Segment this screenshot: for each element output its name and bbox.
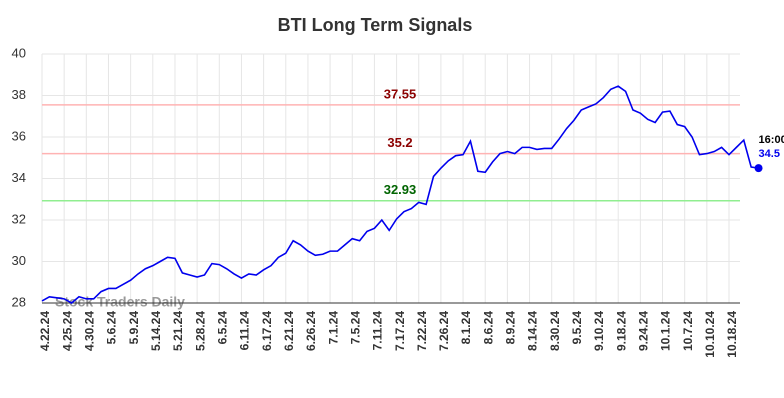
x-tick-label: 10.10.24 (703, 311, 717, 358)
x-tick-label: 5.28.24 (193, 311, 207, 351)
x-tick-label: 8.1.24 (459, 311, 473, 345)
x-tick-label: 8.6.24 (481, 311, 495, 345)
x-tick-label: 7.17.24 (393, 311, 407, 351)
x-tick-label: 7.22.24 (415, 311, 429, 351)
x-tick-label: 9.5.24 (570, 311, 584, 345)
x-tick-label: 7.11.24 (371, 311, 385, 351)
x-tick-label: 5.9.24 (127, 311, 141, 345)
x-tick-label: 8.9.24 (504, 311, 518, 345)
price-line (41, 85, 759, 304)
x-tick-label: 4.25.24 (60, 311, 74, 351)
x-tick-label: 10.18.24 (725, 311, 739, 358)
y-tick-label: 34 (12, 170, 26, 185)
x-tick-label: 4.22.24 (38, 311, 52, 351)
last-point (754, 164, 763, 173)
x-tick-label: 7.1.24 (326, 311, 340, 345)
x-tick-label: 8.30.24 (548, 311, 562, 351)
y-tick-label: 32 (12, 211, 26, 226)
x-tick-label: 6.11.24 (238, 311, 252, 351)
y-tick-label: 36 (12, 128, 26, 143)
x-tick-label: 10.1.24 (659, 311, 673, 351)
signal-label: 32.93 (384, 182, 417, 197)
x-tick-label: 10.7.24 (681, 311, 695, 351)
x-tick-label: 5.21.24 (171, 311, 185, 351)
x-tick-label: 6.17.24 (260, 311, 274, 351)
x-tick-label: 5.6.24 (105, 311, 119, 345)
y-tick-label: 28 (12, 294, 26, 309)
x-tick-label: 6.26.24 (304, 311, 318, 351)
last-time-label: 16:00 (759, 134, 784, 146)
watermark: Stock Traders Daily (55, 294, 185, 310)
x-tick-label: 4.30.24 (82, 311, 96, 351)
signal-label: 35.2 (387, 135, 412, 150)
chart-title: BTI Long Term Signals (278, 15, 473, 35)
x-tick-label: 8.14.24 (526, 311, 540, 351)
signal-label: 37.55 (384, 86, 417, 101)
y-tick-label: 30 (12, 253, 26, 268)
x-tick-label: 6.21.24 (282, 311, 296, 351)
x-tick-label: 5.14.24 (149, 311, 163, 351)
x-tick-label: 6.5.24 (215, 311, 229, 345)
last-value-label: 34.5 (759, 148, 780, 160)
y-tick-label: 38 (12, 87, 26, 102)
x-tick-label: 9.18.24 (614, 311, 628, 351)
x-tick-label: 9.10.24 (592, 311, 606, 351)
x-tick-label: 7.5.24 (348, 311, 362, 345)
y-tick-label: 40 (12, 45, 26, 60)
x-tick-label: 9.24.24 (637, 311, 651, 351)
x-tick-label: 7.26.24 (437, 311, 451, 351)
